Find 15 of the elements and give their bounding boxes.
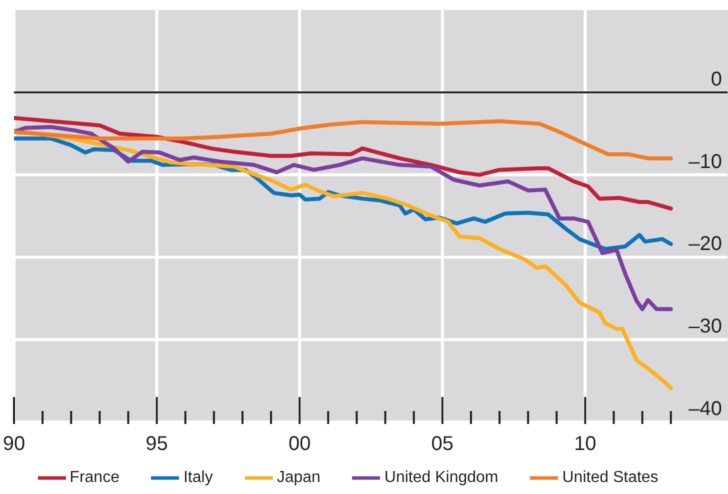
legend-label: United Kingdom — [384, 469, 498, 486]
legend-label: Japan — [276, 469, 320, 486]
x-tick-label: 05 — [431, 433, 454, 455]
y-tick-label: –40 — [688, 398, 722, 420]
legend-label: Italy — [183, 469, 213, 486]
x-tick-label: 00 — [288, 433, 311, 455]
y-tick-label: –10 — [688, 150, 722, 173]
x-tick-label: 10 — [574, 433, 596, 455]
x-tick-label: 90 — [2, 433, 26, 455]
x-tick-label: 95 — [146, 433, 168, 455]
y-tick-label: –20 — [688, 233, 722, 256]
y-tick-label: –30 — [688, 316, 722, 338]
legend-label: United States — [562, 469, 658, 486]
y-tick-label: 0 — [710, 68, 722, 90]
legend-label: France — [70, 469, 120, 486]
